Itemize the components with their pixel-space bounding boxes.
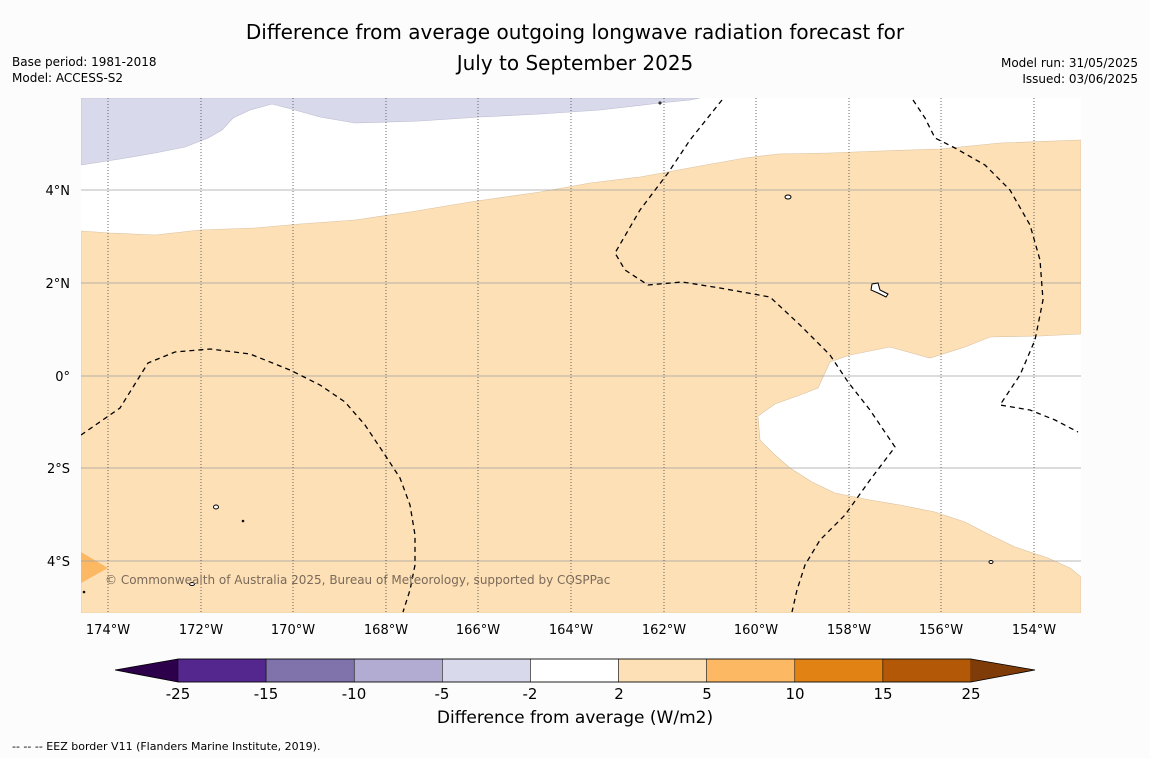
lon-label-170w: 170°W	[271, 623, 315, 638]
colorbar-segment-0	[177, 658, 267, 683]
lon-label-158w: 158°W	[827, 623, 871, 638]
lon-label-156w: 156°W	[919, 623, 963, 638]
lat-gridlines	[81, 189, 1081, 562]
lon-label-160w: 160°W	[734, 623, 778, 638]
eez-border-line-islands	[614, 99, 896, 613]
copyright-text: © Commonwealth of Australia 2025, Bureau…	[105, 573, 610, 587]
cb-tick-7: 10	[785, 685, 804, 703]
eez-borders	[81, 99, 1079, 613]
lon-label-162w: 162°W	[642, 623, 686, 638]
island-2	[213, 504, 219, 510]
meta-right: Model run: 31/05/2025 Issued: 03/06/2025	[1001, 55, 1138, 87]
colorbar-segment-6	[706, 658, 796, 683]
cb-tick-4: -2	[523, 685, 538, 703]
colorbar-segments	[177, 658, 972, 683]
lon-label-172w: 172°W	[179, 623, 223, 638]
colorbar-under-arrow	[115, 659, 178, 682]
islands	[82, 101, 994, 594]
lon-label-164w: 164°W	[549, 623, 593, 638]
issued-date: Issued: 03/06/2025	[1022, 72, 1138, 86]
colorbar-ticks: -25 -15 -10 -5 -2 2 5 10 15 25	[166, 685, 981, 703]
lat-label-0: 0°	[55, 370, 70, 385]
colorbar-segment-1	[265, 658, 355, 683]
colorbar-segment-5	[618, 658, 707, 683]
cb-tick-9: 25	[961, 685, 980, 703]
title-line-1: Difference from average outgoing longwav…	[245, 20, 905, 44]
colorbar: -25 -15 -10 -5 -2 2 5 10 15 25	[114, 658, 1036, 703]
lat-axis: 4°N 2°N 0° 2°S 4°S	[46, 184, 71, 570]
model-run: Model run: 31/05/2025	[1000, 56, 1138, 70]
model-name: Model: ACCESS-S2	[12, 71, 124, 85]
negative-anomaly-region	[81, 98, 701, 166]
cb-tick-0: -25	[166, 685, 191, 703]
lon-axis: 174°W 172°W 170°W 168°W 166°W 164°W 162°…	[86, 623, 1056, 638]
strong-positive-patch	[81, 552, 108, 583]
island-4	[988, 560, 994, 564]
lon-label-154w: 154°W	[1012, 623, 1056, 638]
meta-left: Base period: 1981-2018 Model: ACCESS-S2	[12, 54, 157, 86]
lon-label-174w: 174°W	[86, 623, 130, 638]
colorbar-segment-4	[530, 658, 619, 683]
cb-tick-5: 2	[614, 685, 624, 703]
lat-label-4s: 4°S	[47, 555, 70, 570]
island-7	[82, 590, 86, 594]
cb-tick-1: -15	[254, 685, 279, 703]
map-area: © Commonwealth of Australia 2025, Bureau…	[81, 98, 1081, 613]
base-period: Base period: 1981-2018	[12, 55, 157, 69]
lon-label-168w: 168°W	[364, 623, 408, 638]
lon-label-166w: 166°W	[456, 623, 500, 638]
colorbar-outline	[114, 658, 1036, 683]
lat-label-2s: 2°S	[47, 462, 70, 477]
lat-label-2n: 2°N	[46, 277, 71, 292]
colorbar-segment-7	[794, 658, 884, 683]
island-6	[241, 519, 245, 523]
island-1	[784, 194, 792, 200]
colorbar-segment-8	[882, 658, 972, 683]
lon-gridlines	[107, 98, 1035, 613]
cb-tick-8: 15	[873, 685, 892, 703]
eez-border-kiribati-west	[81, 348, 416, 613]
island-kiritimati	[870, 282, 889, 298]
colorbar-segment-2	[353, 658, 443, 683]
island-5	[658, 101, 662, 105]
lat-label-4n: 4°N	[46, 184, 71, 199]
eez-border-east	[912, 99, 1079, 433]
colorbar-over-arrow	[971, 659, 1035, 682]
eez-legend-footer: -- -- -- EEZ border V11 (Flanders Marine…	[12, 740, 321, 753]
cb-tick-2: -10	[342, 685, 367, 703]
island-3	[189, 582, 195, 586]
map-title: Difference from average outgoing longwav…	[0, 17, 1150, 79]
colorbar-segment-3	[442, 658, 531, 683]
positive-anomaly-region	[81, 139, 1081, 613]
colorbar-title: Difference from average (W/m2)	[436, 708, 714, 728]
cb-tick-6: 5	[702, 685, 712, 703]
title-line-2: July to September 2025	[456, 51, 694, 75]
cb-tick-3: -5	[435, 685, 450, 703]
